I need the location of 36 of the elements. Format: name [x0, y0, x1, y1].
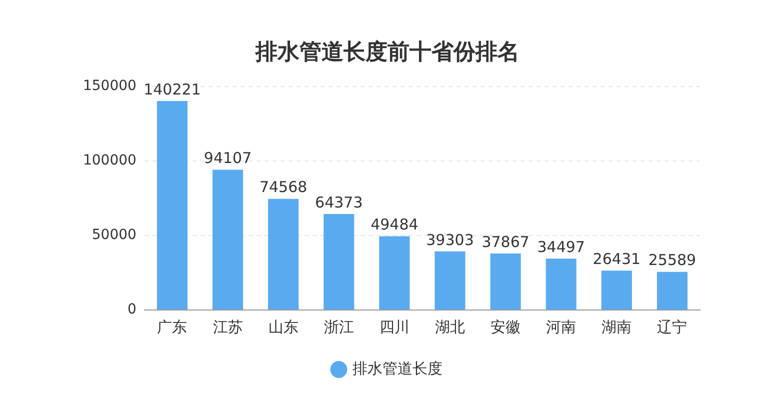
- x-tick-label: 安徽: [490, 318, 521, 336]
- x-tick-label: 四川: [379, 318, 410, 336]
- data-label: 94107: [204, 149, 252, 168]
- x-tick-label: 湖北: [435, 318, 465, 336]
- data-label: 140221: [144, 80, 201, 98]
- data-label: 26431: [592, 250, 641, 268]
- legend-label: 排水管道长度: [352, 359, 442, 378]
- x-tick-label: 河南: [546, 318, 576, 336]
- bar: [379, 236, 410, 310]
- data-label: 49484: [370, 216, 418, 234]
- bar: [601, 270, 632, 310]
- bar: [656, 272, 688, 310]
- x-tick-label: 湖南: [602, 318, 632, 336]
- x-tick-label: 广东: [157, 318, 188, 336]
- data-label: 64373: [315, 193, 363, 212]
- x-tick-label: 浙江: [324, 318, 354, 336]
- y-tick-label: 100000: [82, 152, 136, 169]
- bar: [546, 258, 576, 310]
- y-tick-label: 50000: [92, 227, 136, 244]
- bar: [434, 251, 466, 310]
- bar: [490, 254, 521, 310]
- data-label: 39303: [426, 230, 474, 249]
- x-tick-label: 江苏: [212, 318, 243, 336]
- chart-title: 排水管道长度前十省份排名: [254, 38, 520, 65]
- y-tick-label: 150000: [82, 78, 136, 94]
- data-label: 34497: [537, 238, 585, 256]
- x-tick-label: 辽宁: [657, 318, 688, 336]
- bar: [324, 214, 354, 310]
- data-label: 37867: [482, 232, 530, 251]
- data-label: 74568: [259, 178, 308, 196]
- bar: [268, 198, 299, 310]
- x-tick-label: 山东: [268, 318, 298, 336]
- bar: [212, 170, 244, 310]
- data-label: 25589: [648, 251, 696, 270]
- bar: [156, 100, 188, 310]
- y-tick-label: 0: [128, 302, 136, 318]
